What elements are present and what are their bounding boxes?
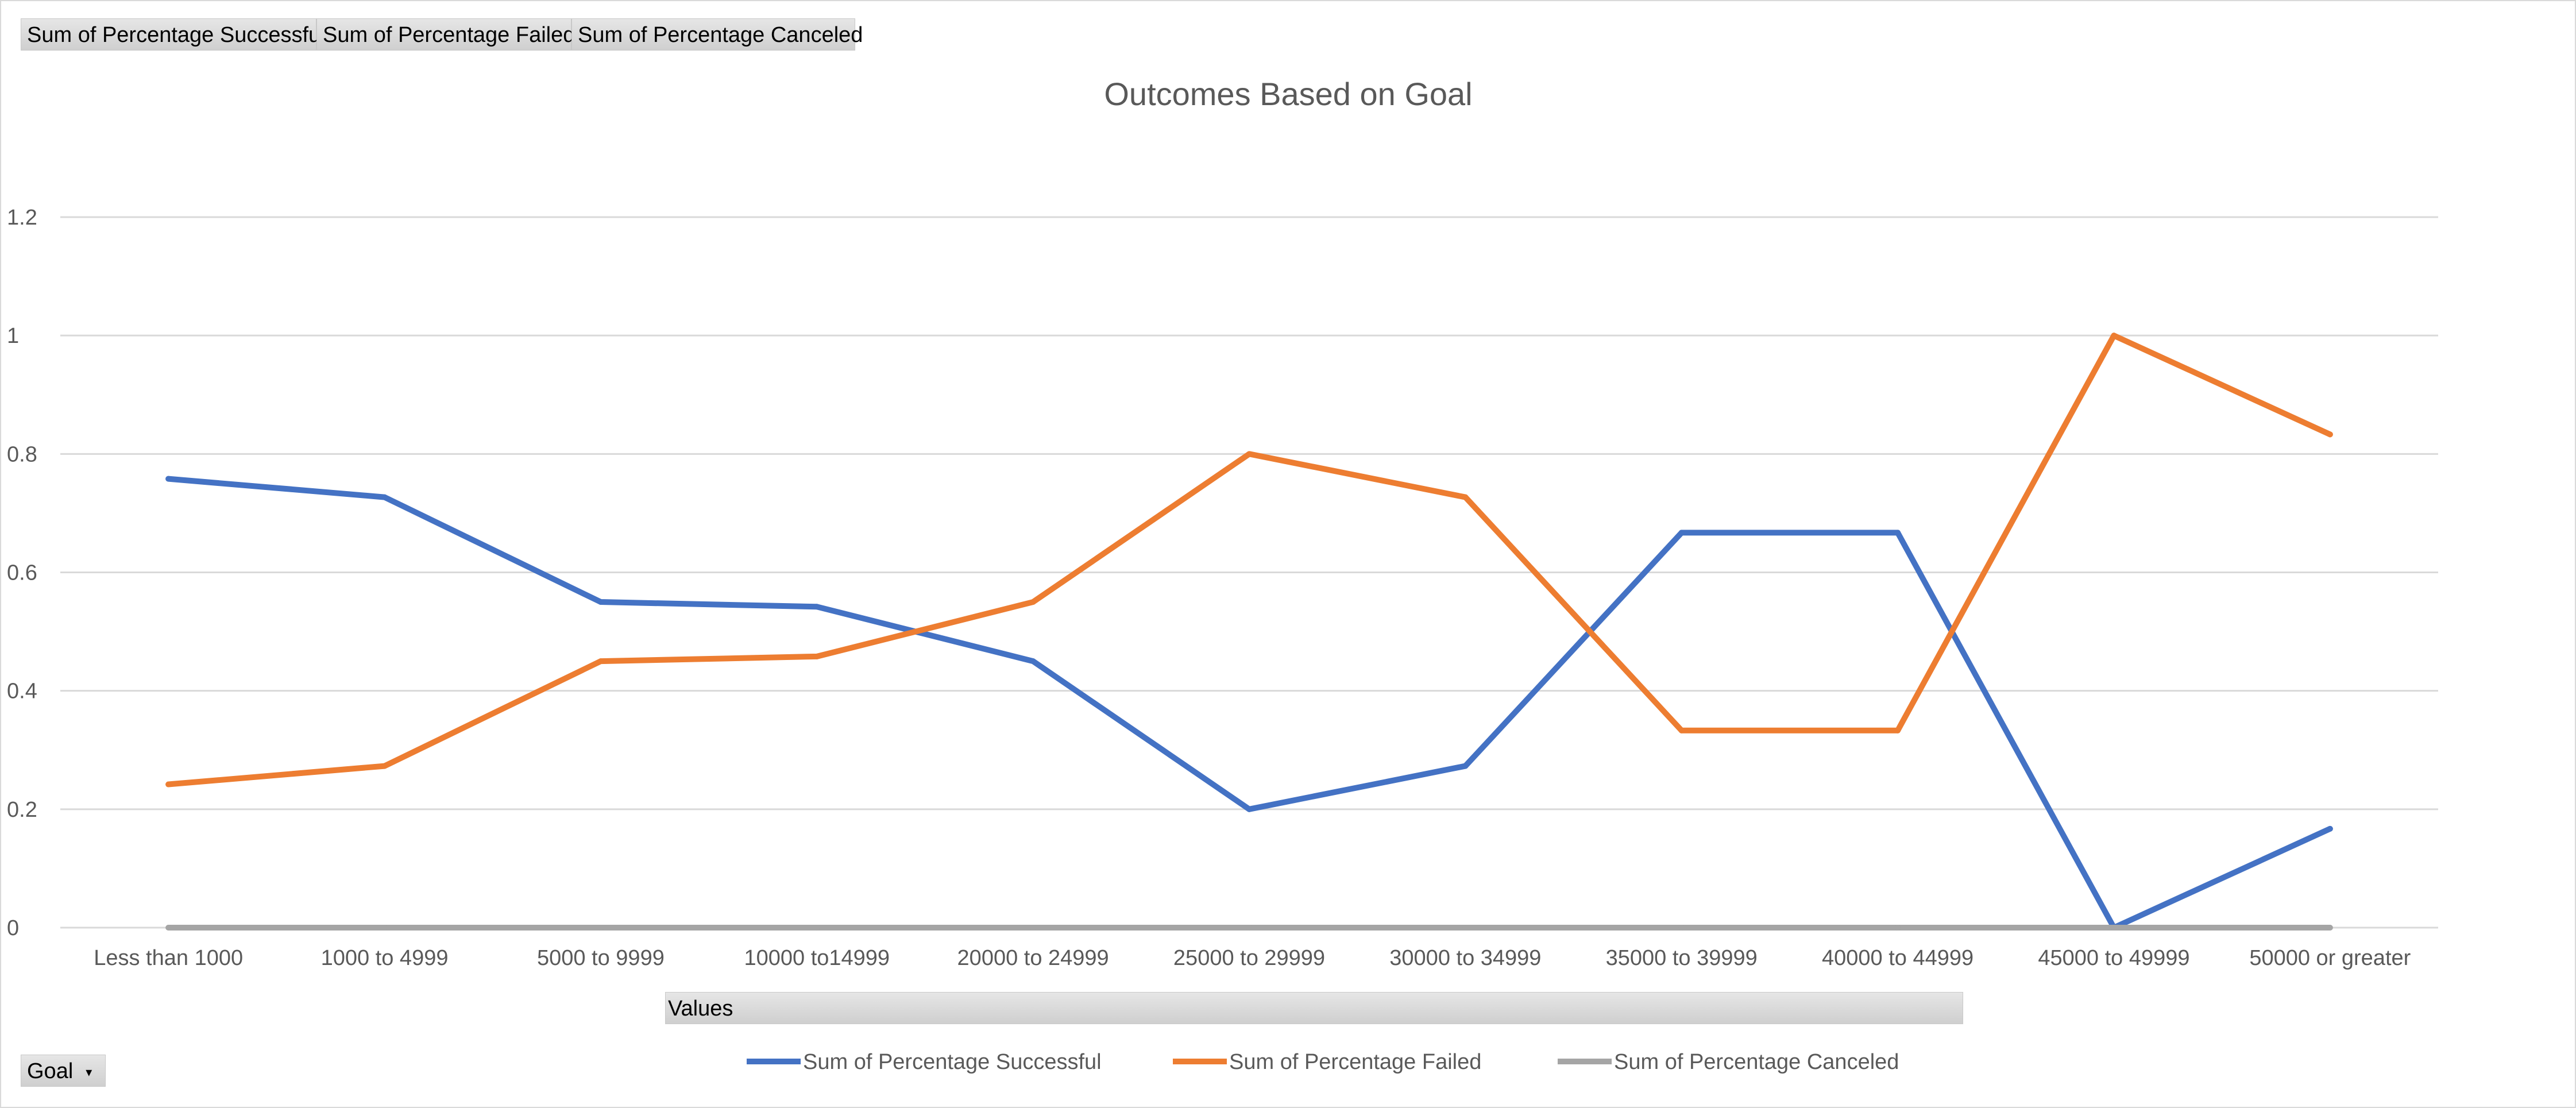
legend-label: Sum of Percentage Failed — [1229, 1050, 1481, 1074]
data-point — [165, 925, 172, 931]
y-tick-label: 0.6 — [7, 561, 37, 585]
data-point — [814, 653, 820, 659]
y-tick-label: 1.2 — [7, 206, 37, 230]
data-point — [597, 925, 604, 931]
data-point — [1246, 925, 1252, 931]
data-point — [2111, 333, 2117, 339]
field-button-successful[interactable]: Sum of Percentage Successful — [21, 18, 326, 51]
data-point — [597, 658, 604, 665]
x-tick-label: 30000 to 34999 — [1389, 946, 1541, 970]
data-point — [2327, 925, 2333, 931]
data-point — [2327, 825, 2333, 832]
data-point — [1678, 727, 1685, 733]
data-point — [1678, 530, 1685, 536]
series-line-0 — [165, 476, 2333, 931]
y-axis-ticks: 0 0.2 0.4 0.6 0.8 1 1.2 — [7, 206, 37, 940]
data-point — [381, 494, 388, 500]
y-tick-label: 0.2 — [7, 798, 37, 822]
y-tick-label: 0.4 — [7, 680, 37, 704]
data-point — [1462, 925, 1469, 931]
data-point — [1030, 658, 1036, 665]
x-axis-ticks: Less than 1000 1000 to 4999 5000 to 9999 10… — [94, 946, 2411, 970]
data-point — [1030, 925, 1036, 931]
data-point — [814, 604, 820, 610]
legend: Sum of Percentage Successful Sum of Perce… — [747, 1050, 1899, 1074]
data-point — [381, 763, 388, 769]
x-tick-label: 50000 or greater — [2249, 946, 2411, 970]
goal-label: Goal — [27, 1059, 74, 1083]
x-tick-label: 20000 to 24999 — [957, 946, 1109, 970]
data-point — [1462, 494, 1469, 500]
data-point — [1895, 530, 1901, 536]
data-point — [1678, 925, 1685, 931]
x-tick-label: 45000 to 49999 — [2038, 946, 2189, 970]
x-tick-label: 1000 to 4999 — [321, 946, 449, 970]
data-point — [381, 925, 388, 931]
y-tick-label: 0 — [7, 916, 19, 940]
x-tick-label: Less than 1000 — [94, 946, 243, 970]
gridlines — [60, 216, 2438, 929]
chart-title: Outcomes Based on Goal — [1104, 76, 1472, 112]
data-point — [165, 476, 172, 482]
data-point — [2111, 925, 2117, 931]
data-point — [1895, 925, 1901, 931]
y-tick-label: 1 — [7, 324, 19, 348]
x-tick-label: 25000 to 29999 — [1173, 946, 1325, 970]
values-field-button[interactable]: Values — [665, 992, 1963, 1024]
x-tick-label: 10000 to14999 — [744, 946, 890, 970]
dropdown-arrow-icon[interactable]: ▾ — [86, 1064, 92, 1079]
data-point — [1030, 599, 1036, 605]
x-tick-label: 40000 to 44999 — [1822, 946, 1973, 970]
goal-field-button[interactable]: Goal ▾ — [21, 1055, 106, 1087]
data-point — [2327, 431, 2333, 438]
data-point — [1246, 806, 1252, 812]
x-tick-label: 35000 to 39999 — [1606, 946, 1758, 970]
data-point — [597, 599, 604, 605]
legend-label: Sum of Percentage Successful — [803, 1050, 1102, 1074]
y-tick-label: 0.8 — [7, 442, 37, 466]
data-point — [1462, 763, 1469, 769]
series-lines — [165, 333, 2333, 931]
field-button-failed[interactable]: Sum of Percentage Failed — [316, 18, 575, 51]
data-point — [1895, 727, 1901, 733]
data-point — [814, 925, 820, 931]
legend-label: Sum of Percentage Canceled — [1614, 1050, 1899, 1074]
data-point — [165, 781, 172, 787]
data-point — [1246, 451, 1252, 457]
field-button-canceled[interactable]: Sum of Percentage Canceled — [571, 18, 863, 51]
x-tick-label: 5000 to 9999 — [537, 946, 665, 970]
series-line-1 — [165, 333, 2333, 787]
